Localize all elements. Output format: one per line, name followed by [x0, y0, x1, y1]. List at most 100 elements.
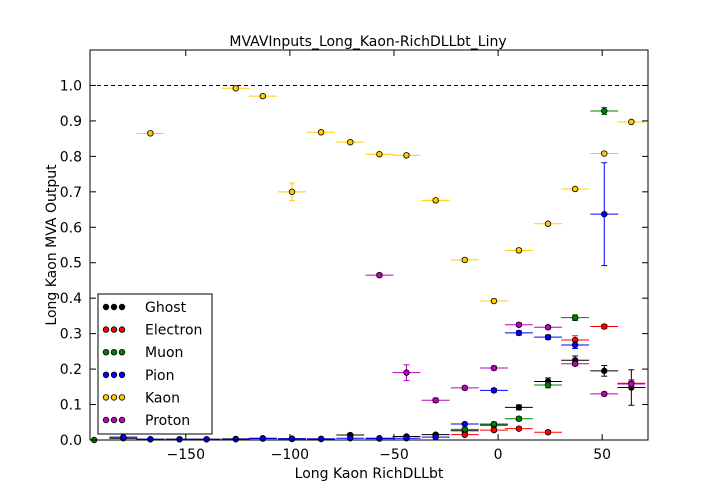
- data-point: [259, 435, 267, 442]
- data-point: [544, 381, 552, 389]
- y-tick-label: 0.8: [60, 149, 82, 165]
- y-tick-label: 0.4: [60, 291, 82, 307]
- data-point: [176, 436, 183, 443]
- data-point: [490, 297, 498, 305]
- legend-marker: [110, 394, 118, 401]
- x-tick-label: −50: [379, 447, 409, 463]
- data-point: [232, 436, 239, 443]
- data-point: [601, 323, 608, 330]
- legend-marker: [102, 416, 110, 424]
- data-point: [571, 185, 579, 193]
- legend-marker: [110, 371, 118, 378]
- data-point: [515, 247, 523, 254]
- legend-marker: [110, 326, 118, 333]
- chart-title: MVAVInputs_Long_Kaon-RichDLLbt_Liny: [229, 34, 506, 50]
- data-point: [490, 420, 498, 428]
- y-axis-label: Long Kaon MVA Output: [44, 164, 60, 326]
- data-point: [203, 436, 210, 443]
- legend-marker: [102, 394, 110, 401]
- legend-marker: [110, 349, 118, 356]
- legend-marker: [118, 371, 126, 378]
- x-tick-label: 0: [494, 447, 503, 463]
- data-point: [601, 107, 608, 115]
- data-point: [317, 435, 325, 443]
- legend-marker: [118, 394, 126, 401]
- data-point: [232, 85, 239, 92]
- legend-label: Electron: [145, 323, 202, 339]
- data-point: [403, 369, 410, 376]
- data-point: [259, 92, 267, 100]
- data-point: [347, 138, 354, 146]
- legend-label: Proton: [145, 413, 190, 429]
- data-point: [544, 220, 552, 227]
- data-point: [490, 364, 498, 372]
- data-point: [461, 256, 468, 264]
- data-point: [403, 152, 410, 159]
- data-point: [515, 329, 523, 337]
- legend-label: Pion: [145, 368, 174, 384]
- data-point: [515, 425, 523, 432]
- y-tick-label: 0.5: [60, 256, 82, 272]
- legend-marker: [118, 326, 126, 333]
- y-tick-label: 0.1: [60, 398, 82, 414]
- series-proton: [365, 271, 646, 404]
- data-point: [147, 436, 154, 443]
- legend-marker: [118, 349, 126, 356]
- data-point: [628, 380, 635, 388]
- series-muon: [90, 106, 619, 444]
- data-point: [515, 321, 523, 328]
- x-tick-label: 50: [593, 447, 611, 463]
- data-point: [288, 435, 296, 443]
- legend-label: Ghost: [145, 300, 187, 316]
- y-tick-label: 0.7: [60, 185, 82, 201]
- plot-border: [89, 49, 649, 441]
- data-point: [461, 426, 468, 433]
- data-point: [601, 210, 608, 218]
- legend-label: Muon: [145, 345, 183, 361]
- legend-marker: [118, 416, 126, 424]
- series-kaon: [136, 85, 646, 305]
- y-tick-label: 0.3: [60, 327, 82, 343]
- data-point: [490, 387, 498, 394]
- legend-marker: [110, 416, 118, 424]
- legend-marker: [110, 303, 118, 311]
- data-point: [601, 150, 608, 157]
- y-tick-label: 0.6: [60, 220, 82, 236]
- data-point: [571, 314, 579, 321]
- data-point: [544, 333, 552, 341]
- data-point: [376, 271, 383, 279]
- legend: Ghost Electron Muon Pion Kaon Proton: [97, 293, 213, 435]
- x-tick-label: −150: [167, 447, 205, 463]
- data-point: [288, 188, 296, 196]
- legend-marker: [102, 371, 110, 378]
- legend-marker: [102, 349, 110, 356]
- legend-marker: [102, 303, 110, 311]
- data-point: [317, 129, 325, 136]
- data-point: [376, 151, 383, 158]
- data-point: [432, 197, 439, 204]
- x-axis-label: Long Kaon RichDLLbt: [295, 466, 444, 482]
- y-tick-label: 0.2: [60, 362, 82, 378]
- legend-marker: [118, 303, 126, 311]
- y-axis: 0.0 0.1 0.2 0.3 0.4 0.5 0.6 0.7 0.8 0.9 1.0: [60, 78, 648, 449]
- data-point: [544, 429, 552, 436]
- data-point: [376, 435, 383, 442]
- data-point: [147, 130, 154, 137]
- data-point: [432, 397, 439, 404]
- data-point: [571, 341, 579, 349]
- y-tick-label: 0.9: [60, 114, 82, 130]
- legend-box: [97, 293, 213, 435]
- legend-marker: [102, 326, 110, 333]
- data-point: [120, 433, 127, 441]
- data-point: [601, 390, 608, 398]
- data-point: [461, 420, 468, 428]
- data-point: [432, 433, 439, 441]
- x-tick-label: −100: [271, 447, 309, 463]
- data-marks: [90, 85, 646, 444]
- y-tick-label: 1.0: [60, 78, 82, 94]
- data-point: [515, 415, 523, 422]
- data-point: [490, 426, 498, 434]
- x-axis: −150 −100 −50 0 50: [167, 50, 611, 463]
- data-point: [544, 324, 552, 331]
